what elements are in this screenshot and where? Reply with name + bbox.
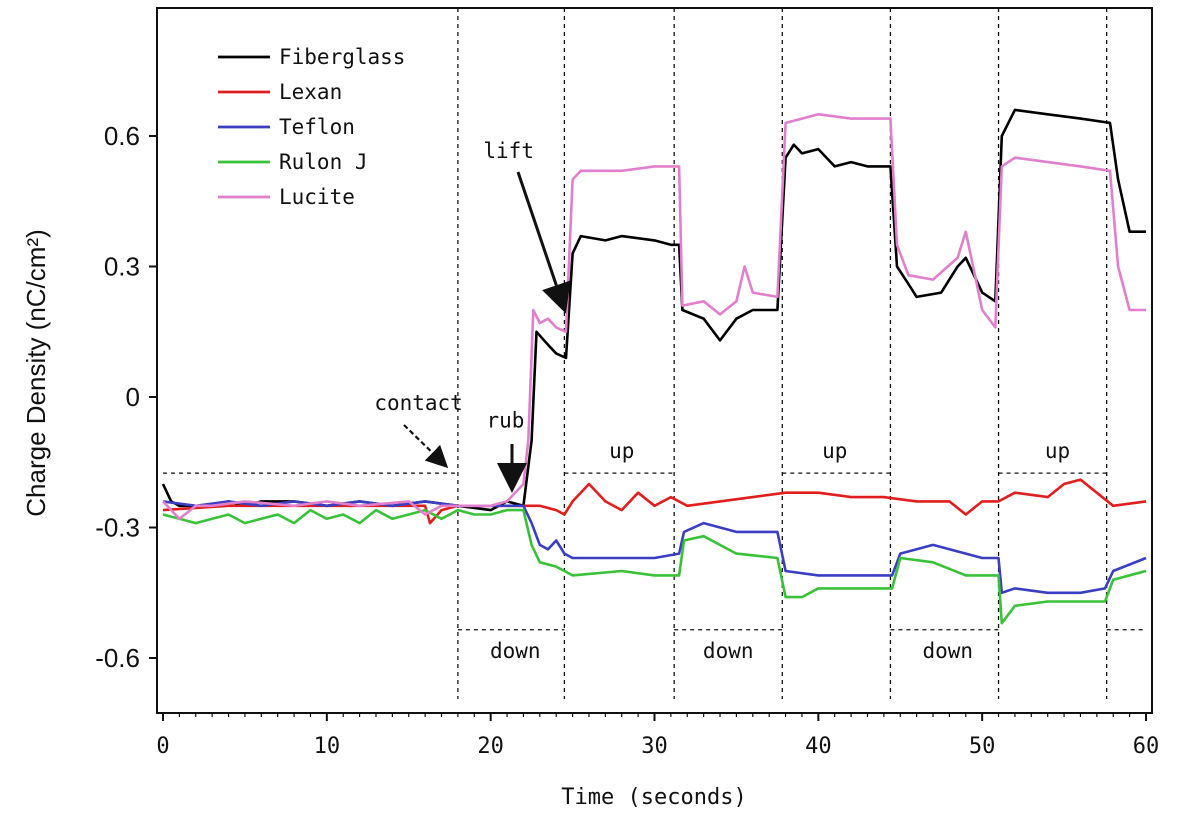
legend: Fiberglass Lexan Teflon Rulon J Lucite xyxy=(218,45,405,209)
x-tick-label: 30 xyxy=(641,734,668,759)
phase-boundary-lines xyxy=(163,8,1146,699)
x-tick-label: 0 xyxy=(156,734,169,759)
legend-label: Lexan xyxy=(279,80,342,104)
contact-arrow xyxy=(403,424,449,469)
annotation-down: down xyxy=(703,639,754,663)
x-axis: 0 10 20 30 40 50 60 xyxy=(156,713,1159,759)
annotation-up: up xyxy=(609,439,634,463)
annotation-up: up xyxy=(822,439,847,463)
x-tick-label: 60 xyxy=(1133,734,1160,759)
annotation-down: down xyxy=(922,639,973,663)
x-tick-label: 20 xyxy=(477,734,504,759)
series-line-lucite xyxy=(162,113,1146,521)
legend-label: Rulon J xyxy=(279,150,368,174)
series-line-rulon-j xyxy=(162,508,1147,625)
annotation-contact: contact xyxy=(374,391,463,415)
annotation-lift: lift xyxy=(483,139,534,163)
x-tick-label: 40 xyxy=(805,734,832,759)
x-tick-label: 10 xyxy=(314,734,341,759)
y-tick-label: -0.6 xyxy=(95,643,140,673)
y-axis: 0.6 0.3 0 -0.3 -0.6 xyxy=(95,121,157,673)
y-tick-label: 0.3 xyxy=(104,252,140,282)
legend-label: Fiberglass xyxy=(279,45,405,69)
y-tick-label: 0.6 xyxy=(104,121,140,151)
series-line-lexan xyxy=(162,478,1147,525)
y-tick-label: 0 xyxy=(126,382,140,412)
series-line-teflon xyxy=(162,500,1147,595)
series-lines xyxy=(161,108,1147,625)
annotation-up: up xyxy=(1045,439,1070,463)
x-axis-title: Time (seconds) xyxy=(561,785,746,810)
annotations: contact rub lift up up up down down down xyxy=(374,139,1070,663)
plot-frame xyxy=(156,7,1153,714)
x-tick-label: 50 xyxy=(969,734,996,759)
annotation-down: down xyxy=(490,639,541,663)
y-tick-label: -0.3 xyxy=(95,513,140,543)
annotation-rub: rub xyxy=(486,408,524,432)
lift-arrow xyxy=(516,171,571,314)
legend-label: Teflon xyxy=(279,115,355,139)
legend-label: Lucite xyxy=(279,185,355,209)
y-axis-title: Charge Density (nC/cm²) xyxy=(21,229,51,517)
